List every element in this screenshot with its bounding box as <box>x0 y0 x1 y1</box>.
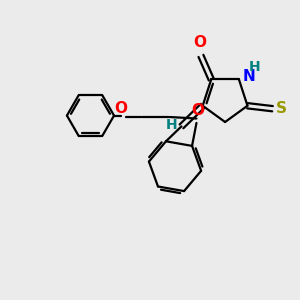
Text: O: O <box>193 35 206 50</box>
Text: O: O <box>191 103 204 118</box>
Text: H: H <box>248 60 260 74</box>
Text: N: N <box>242 69 255 84</box>
Text: O: O <box>114 100 127 116</box>
Text: H: H <box>166 118 178 132</box>
Text: S: S <box>276 101 287 116</box>
